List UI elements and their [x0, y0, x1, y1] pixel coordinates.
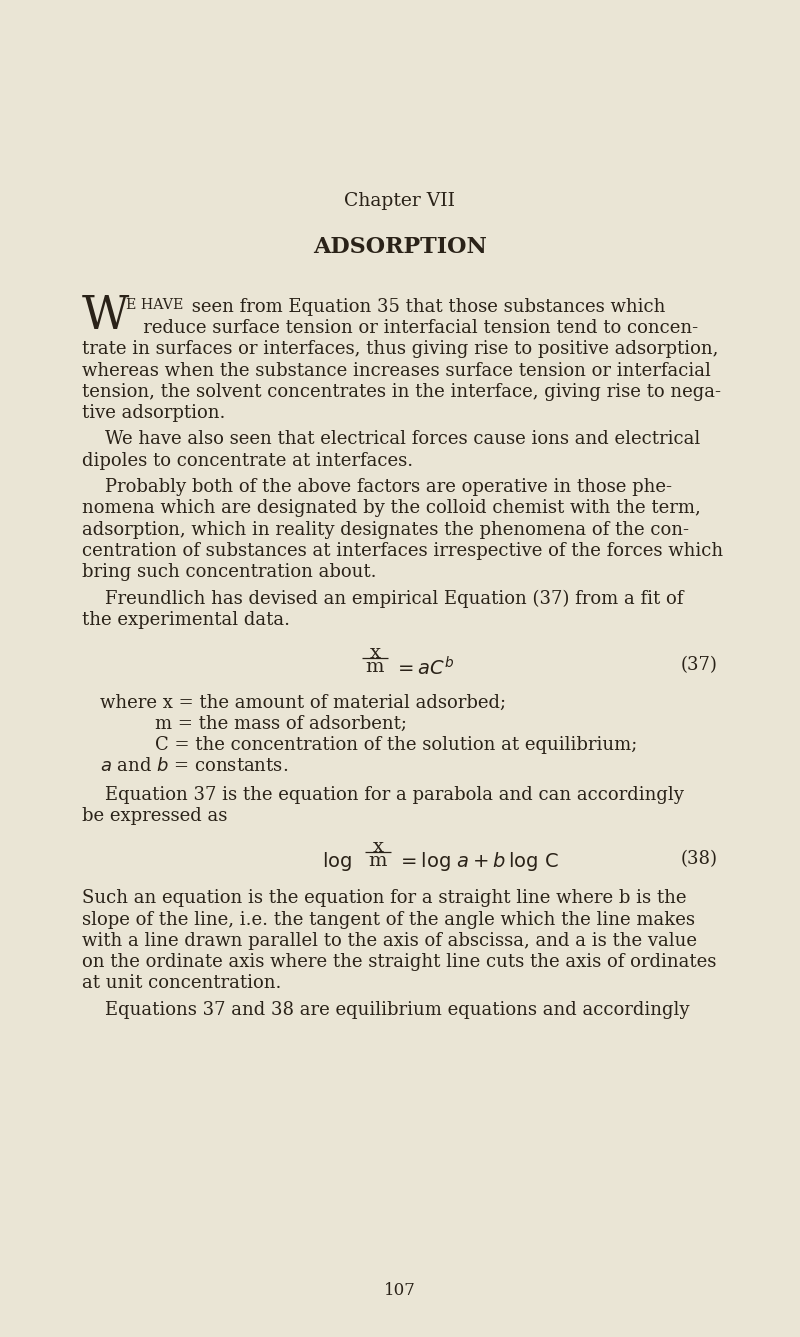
Text: at unit concentration.: at unit concentration. [82, 975, 282, 992]
Text: m = the mass of adsorbent;: m = the mass of adsorbent; [155, 714, 407, 733]
Text: Such an equation is the equation for a straight line where b is the: Such an equation is the equation for a s… [82, 889, 686, 908]
Text: be expressed as: be expressed as [82, 806, 227, 825]
Text: (37): (37) [681, 656, 718, 674]
Text: 107: 107 [384, 1282, 416, 1300]
Text: m: m [369, 853, 387, 870]
Text: tension, the solvent concentrates in the interface, giving rise to nega-: tension, the solvent concentrates in the… [82, 382, 721, 401]
Text: Equations 37 and 38 are equilibrium equations and accordingly: Equations 37 and 38 are equilibrium equa… [82, 1001, 690, 1019]
Text: x: x [370, 644, 381, 662]
Text: $= \log\, a + b\, \log\, \mathrm{C}$: $= \log\, a + b\, \log\, \mathrm{C}$ [397, 850, 559, 873]
Text: Equation 37 is the equation for a parabola and can accordingly: Equation 37 is the equation for a parabo… [82, 786, 684, 804]
Text: $\mathrm{log}$: $\mathrm{log}$ [322, 850, 352, 873]
Text: tive adsorption.: tive adsorption. [82, 404, 226, 422]
Text: with a line drawn parallel to the axis of abscissa, and a is the value: with a line drawn parallel to the axis o… [82, 932, 697, 949]
Text: reduce surface tension or interfacial tension tend to concen-: reduce surface tension or interfacial te… [126, 320, 698, 337]
Text: adsorption, which in reality designates the phenomena of the con-: adsorption, which in reality designates … [82, 520, 689, 539]
Text: (38): (38) [681, 850, 718, 868]
Text: ADSORPTION: ADSORPTION [313, 237, 487, 258]
Text: We have also seen that electrical forces cause ions and electrical: We have also seen that electrical forces… [82, 431, 700, 448]
Text: bring such concentration about.: bring such concentration about. [82, 563, 377, 582]
Text: Freundlich has devised an empirical Equation (37) from a fit of: Freundlich has devised an empirical Equa… [82, 590, 683, 608]
Text: whereas when the substance increases surface tension or interfacial: whereas when the substance increases sur… [82, 361, 711, 380]
Text: x: x [373, 838, 383, 856]
Text: seen from Equation 35 that those substances which: seen from Equation 35 that those substan… [186, 298, 666, 316]
Text: E HAVE: E HAVE [126, 298, 183, 312]
Text: m: m [366, 659, 384, 677]
Text: C = the concentration of the solution at equilibrium;: C = the concentration of the solution at… [155, 735, 638, 754]
Text: the experimental data.: the experimental data. [82, 611, 290, 628]
Text: Probably both of the above factors are operative in those phe-: Probably both of the above factors are o… [82, 479, 672, 496]
Text: nomena which are designated by the colloid chemist with the term,: nomena which are designated by the collo… [82, 500, 701, 517]
Text: $a$ and $b$ = constants.: $a$ and $b$ = constants. [100, 757, 288, 775]
Text: Chapter VII: Chapter VII [345, 193, 455, 210]
Text: on the ordinate axis where the straight line cuts the axis of ordinates: on the ordinate axis where the straight … [82, 953, 716, 971]
Text: centration of substances at interfaces irrespective of the forces which: centration of substances at interfaces i… [82, 541, 723, 560]
Text: trate in surfaces or interfaces, thus giving rise to positive adsorption,: trate in surfaces or interfaces, thus gi… [82, 341, 718, 358]
Text: W: W [82, 294, 130, 340]
Text: $= aC^{b}$: $= aC^{b}$ [394, 656, 455, 679]
Text: dipoles to concentrate at interfaces.: dipoles to concentrate at interfaces. [82, 452, 413, 469]
Text: where x = the amount of material adsorbed;: where x = the amount of material adsorbe… [100, 694, 506, 711]
Text: slope of the line, i.e. the tangent of the angle which the line makes: slope of the line, i.e. the tangent of t… [82, 910, 695, 929]
